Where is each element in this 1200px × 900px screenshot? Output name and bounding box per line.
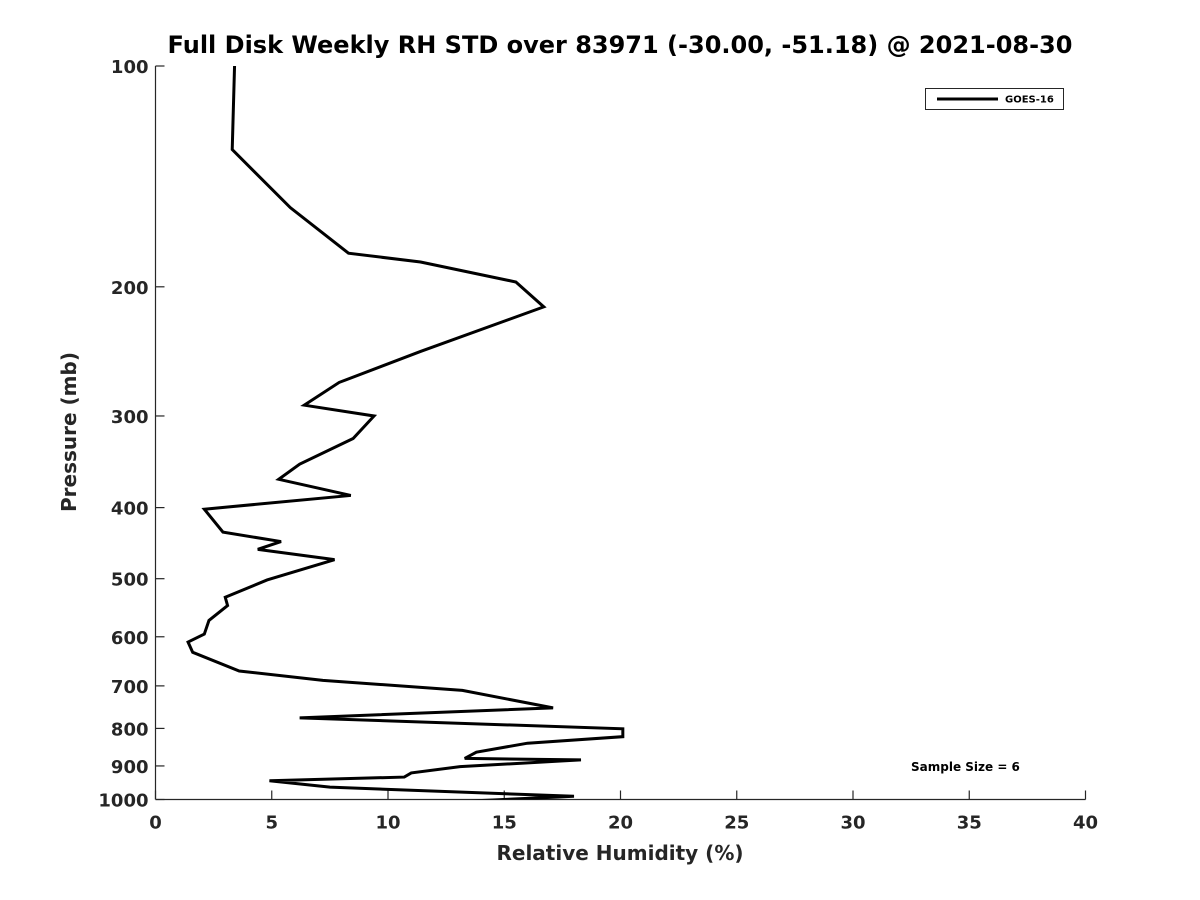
- x-axis-label: Relative Humidity (%): [496, 841, 743, 865]
- chart-title: Full Disk Weekly RH STD over 83971 (-30.…: [168, 31, 1073, 59]
- x-ticks: 0 5 10 15 20 25 30 35 40: [149, 790, 1098, 834]
- y-tick-label: 700: [111, 677, 149, 698]
- x-tick-label: 35: [957, 813, 982, 834]
- y-tick-label: 900: [111, 757, 149, 778]
- y-tick-label: 800: [111, 719, 149, 740]
- series-line-goes-16: [186, 65, 625, 800]
- y-tick-label: 300: [111, 407, 149, 428]
- y-tick-label: 1000: [98, 791, 148, 812]
- legend[interactable]: GOES-16: [925, 88, 1064, 110]
- x-tick-label: 40: [1073, 813, 1098, 834]
- x-tick-label: 30: [840, 813, 865, 834]
- y-tick-label: 500: [111, 570, 149, 591]
- y-tick-label: 100: [111, 57, 149, 78]
- x-tick-label: 10: [375, 813, 400, 834]
- y-tick-label: 400: [111, 499, 149, 520]
- series-layer: [186, 65, 625, 800]
- plot-area: [156, 66, 1085, 799]
- y-ticks: 100 200 300 400 500 600 700 800 900 1000: [98, 57, 165, 812]
- x-tick-label: 15: [492, 813, 517, 834]
- y-axis-label: Pressure (mb): [57, 352, 81, 512]
- sample-size-annotation: Sample Size = 6: [911, 760, 1020, 774]
- x-tick-label: 20: [608, 813, 633, 834]
- y-tick-label: 600: [111, 628, 149, 649]
- y-tick-label: 200: [111, 278, 149, 299]
- x-tick-label: 5: [265, 813, 278, 834]
- x-tick-label: 25: [724, 813, 749, 834]
- legend-label: GOES-16: [1005, 95, 1054, 106]
- x-tick-label: 0: [149, 813, 162, 834]
